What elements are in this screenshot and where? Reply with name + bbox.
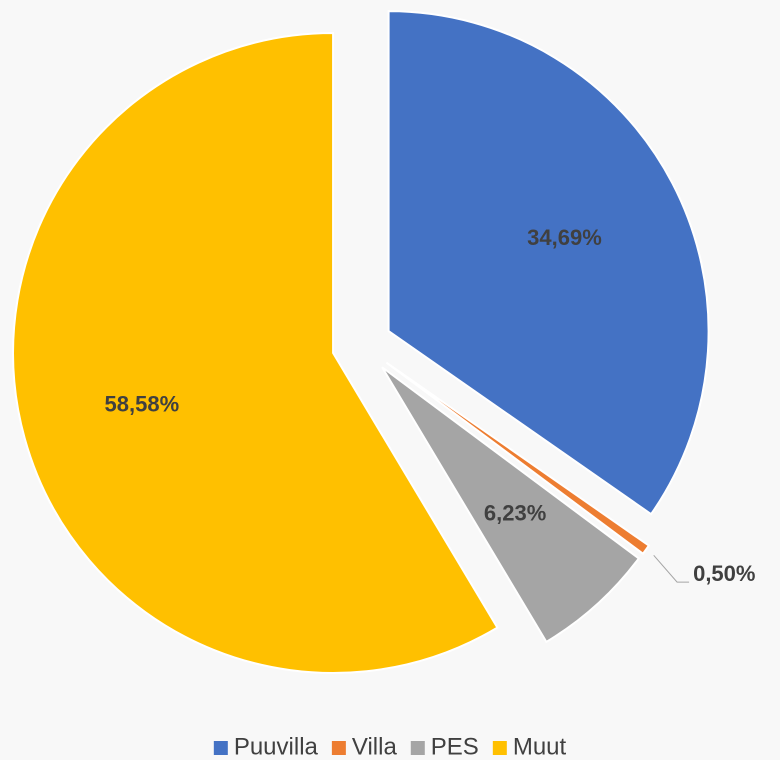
legend: Puuvilla Villa PES Muut — [213, 733, 567, 760]
pie-slice — [12, 31, 499, 674]
pie-slice — [381, 366, 641, 644]
legend-label: PES — [431, 733, 479, 760]
legend-swatch — [213, 741, 228, 755]
data-label: 0,50% — [693, 561, 755, 586]
legend-label: Villa — [352, 733, 398, 760]
data-label: 6,23% — [484, 500, 546, 525]
pie-slice — [387, 10, 710, 516]
legend-label: Muut — [513, 733, 567, 760]
data-label: 34,69% — [527, 225, 602, 250]
data-label: 58,58% — [105, 392, 180, 417]
legend-label: Puuvilla — [234, 733, 319, 760]
legend-swatch — [492, 741, 507, 755]
legend-swatch — [331, 741, 346, 755]
legend-swatch — [410, 741, 425, 755]
pie-slice — [385, 361, 651, 556]
leader-line — [653, 554, 690, 583]
